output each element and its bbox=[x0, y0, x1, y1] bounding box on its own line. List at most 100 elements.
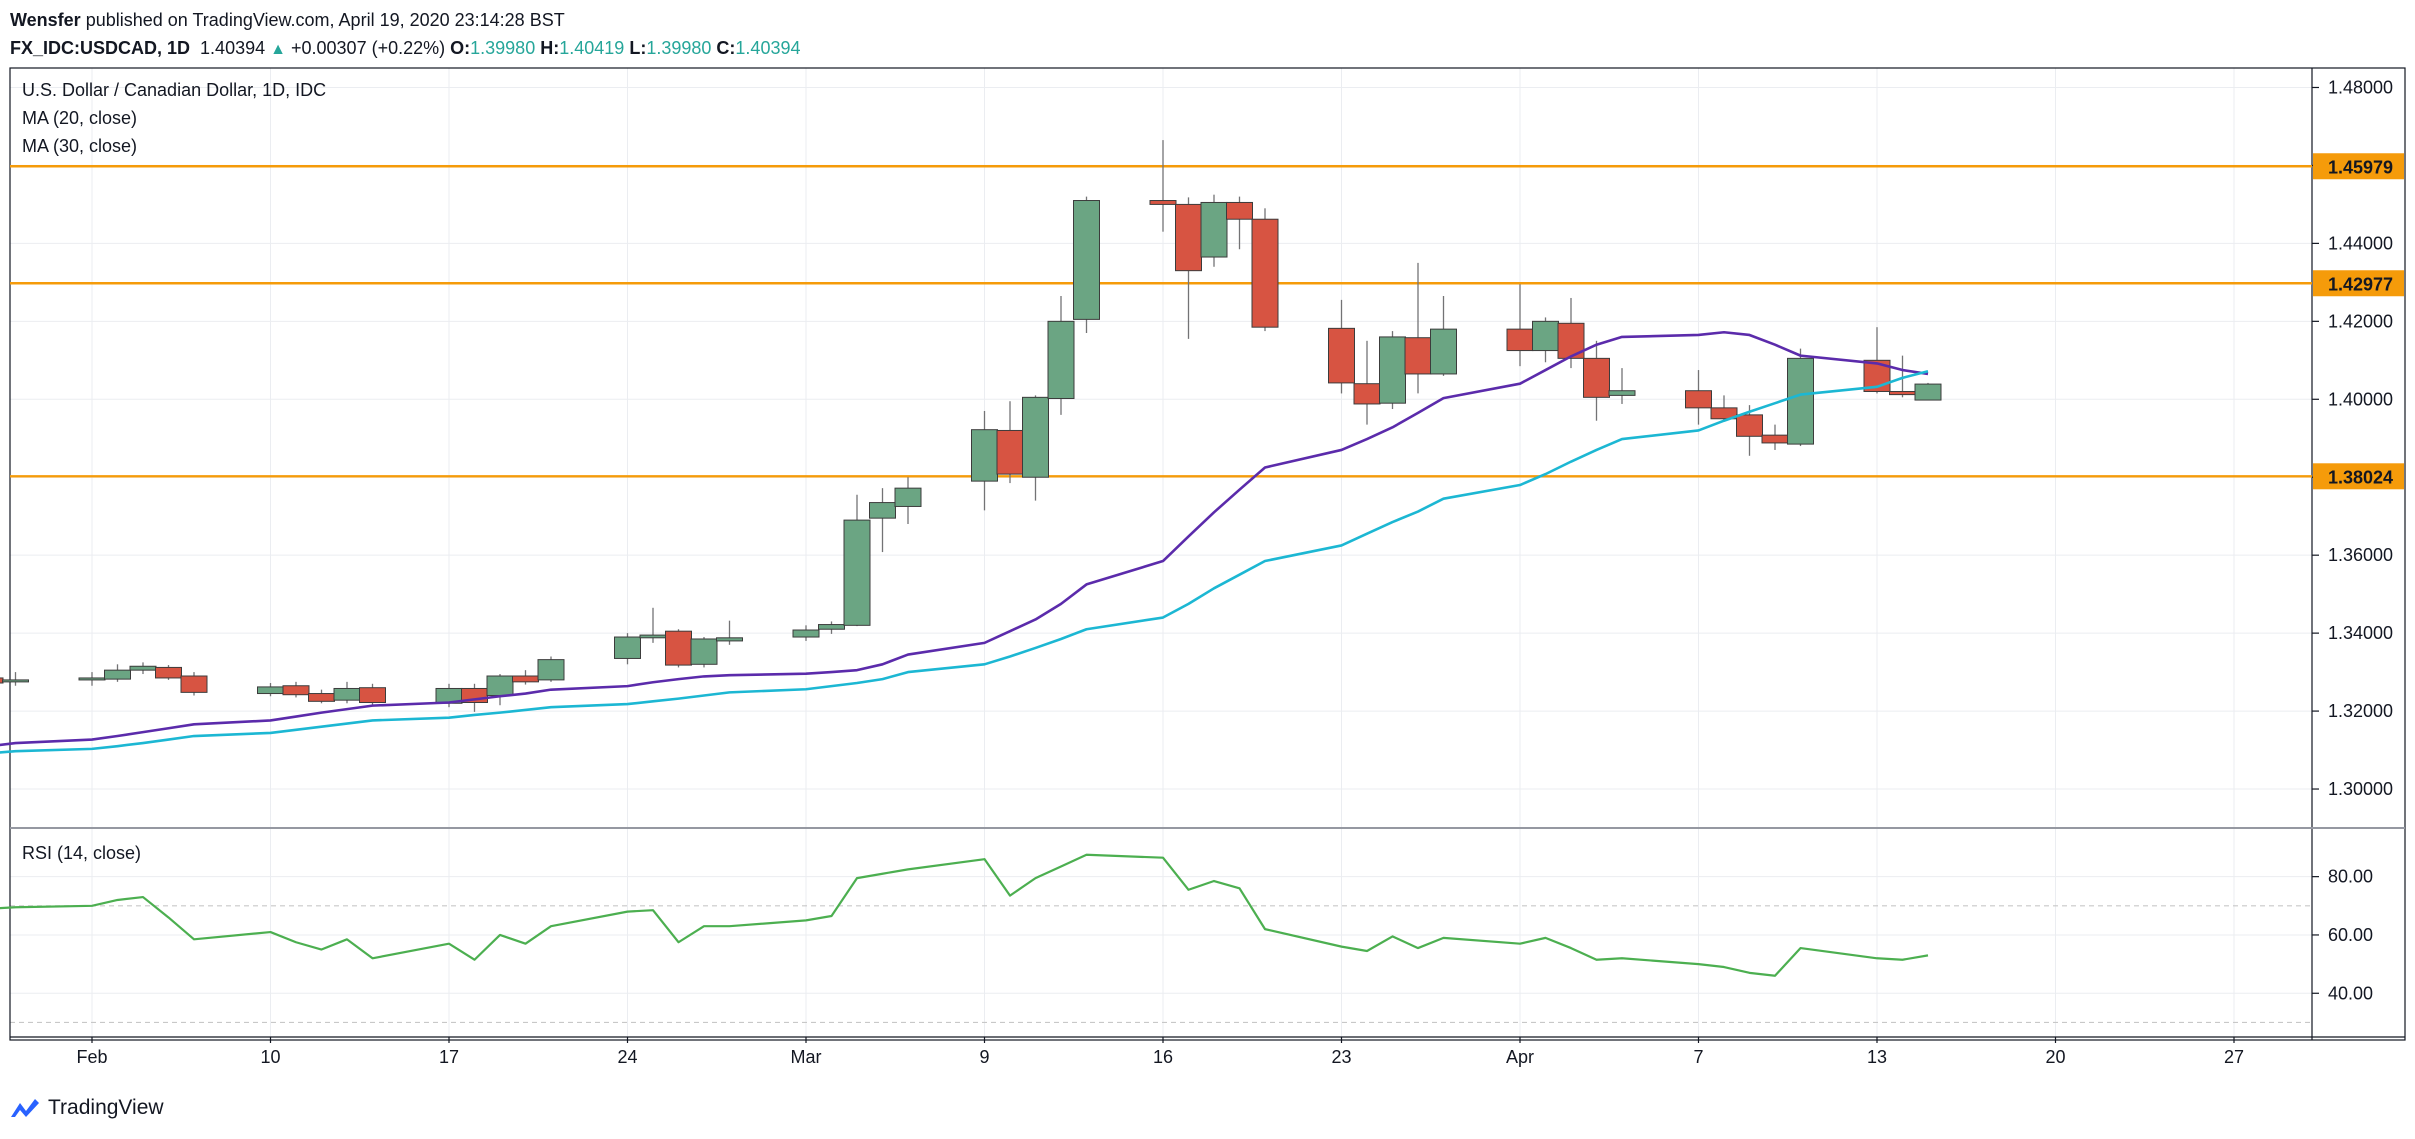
ohlc-line: FX_IDC:USDCAD, 1D 1.40394 ▲ +0.00307 (+0… bbox=[10, 34, 801, 64]
rsi-legend[interactable]: RSI (14, close) bbox=[22, 843, 142, 863]
open-label: O: bbox=[450, 38, 471, 58]
candle-down bbox=[1404, 337, 1432, 375]
time-tick-label: 27 bbox=[2224, 1047, 2244, 1067]
candle-down bbox=[282, 685, 310, 696]
level-price-label: 1.38024 bbox=[2328, 467, 2393, 487]
candle-down bbox=[1175, 203, 1202, 272]
candle-up bbox=[2, 679, 29, 683]
candle-down bbox=[180, 675, 208, 693]
time-tick-label: 10 bbox=[260, 1047, 280, 1067]
candle-down bbox=[1251, 218, 1279, 328]
ma20-legend[interactable]: MA (20, close) bbox=[22, 108, 138, 128]
level-price-tag bbox=[2313, 270, 2404, 297]
time-tick-label: Apr bbox=[1506, 1047, 1534, 1067]
high-value: 1.40419 bbox=[559, 38, 625, 58]
price-tick-label: 1.34000 bbox=[2328, 623, 2393, 643]
candle-up bbox=[104, 669, 131, 680]
candle-up bbox=[843, 519, 871, 626]
time-tick-label: Feb bbox=[76, 1047, 107, 1067]
footer-brand[interactable]: TradingView bbox=[10, 1096, 164, 1120]
candle-down bbox=[155, 666, 182, 679]
candle-down bbox=[1353, 383, 1381, 405]
candle-up bbox=[894, 487, 922, 507]
time-tick-label: 9 bbox=[979, 1047, 989, 1067]
price-tick-label: 1.48000 bbox=[2328, 77, 2393, 97]
candle-up bbox=[869, 502, 896, 519]
close-label: C: bbox=[716, 38, 736, 58]
tradingview-logo-icon bbox=[11, 1099, 39, 1117]
candle-down bbox=[308, 693, 335, 702]
level-price-tag bbox=[2313, 463, 2404, 490]
price-change: +0.00307 (+0.22%) bbox=[291, 38, 446, 58]
close-value: 1.40394 bbox=[735, 38, 801, 58]
candle-down bbox=[996, 429, 1024, 475]
low-label: L: bbox=[629, 38, 647, 58]
price-tick-label: 1.40000 bbox=[2328, 389, 2393, 409]
candle-up bbox=[1379, 336, 1406, 404]
candle-up bbox=[333, 687, 361, 701]
price-tick-label: 1.42000 bbox=[2328, 311, 2393, 331]
chart-header: Wensfer published on TradingView.com, Ap… bbox=[10, 6, 801, 64]
candle-down bbox=[1889, 390, 1916, 396]
candle-up bbox=[792, 629, 820, 638]
rsi-line bbox=[0, 853, 1929, 977]
candle-up bbox=[690, 638, 718, 665]
price-tick-label: 1.36000 bbox=[2328, 545, 2393, 565]
candle-down bbox=[512, 675, 539, 683]
candle-up bbox=[129, 665, 157, 671]
price-tick-label: 1.32000 bbox=[2328, 701, 2393, 721]
candle-up bbox=[1022, 396, 1049, 478]
rsi-tick-label: 40.00 bbox=[2328, 983, 2373, 1003]
candle-down bbox=[1761, 434, 1789, 444]
high-label: H: bbox=[540, 38, 560, 58]
author-name[interactable]: Wensfer bbox=[10, 10, 81, 30]
candle-up bbox=[1430, 328, 1457, 375]
candle-down bbox=[1506, 328, 1534, 352]
time-tick-label: 20 bbox=[2045, 1047, 2065, 1067]
candle-up bbox=[486, 675, 514, 696]
rsi-tick-label: 80.00 bbox=[2328, 867, 2373, 887]
candle-up bbox=[971, 429, 998, 482]
candle-up bbox=[818, 624, 845, 630]
candle-down bbox=[1226, 201, 1253, 220]
candle-up bbox=[639, 634, 667, 639]
footer-brand-label: TradingView bbox=[48, 1096, 164, 1119]
candle-down bbox=[1710, 407, 1738, 420]
candle-up bbox=[1047, 320, 1075, 400]
level-price-label: 1.45979 bbox=[2328, 157, 2393, 177]
candle-down bbox=[1685, 390, 1712, 409]
candle-up bbox=[257, 686, 284, 695]
open-value: 1.39980 bbox=[470, 38, 536, 58]
time-tick-label: Mar bbox=[791, 1047, 822, 1067]
price-tick-label: 1.30000 bbox=[2328, 779, 2393, 799]
time-tick-label: 13 bbox=[1867, 1047, 1887, 1067]
up-arrow-icon: ▲ bbox=[270, 41, 286, 58]
candle-down bbox=[1583, 357, 1610, 398]
price-tick-label: 1.44000 bbox=[2328, 233, 2393, 253]
candle-up bbox=[1073, 200, 1100, 320]
publish-info: published on TradingView.com, April 19, … bbox=[85, 10, 565, 30]
time-tick-label: 16 bbox=[1153, 1047, 1173, 1067]
ma30-line bbox=[0, 369, 1929, 754]
time-tick-label: 24 bbox=[617, 1047, 637, 1067]
level-price-label: 1.42977 bbox=[2328, 274, 2393, 294]
candle-up bbox=[1532, 320, 1559, 352]
candle-down bbox=[665, 630, 692, 666]
low-value: 1.39980 bbox=[646, 38, 712, 58]
level-price-tag bbox=[2313, 153, 2404, 180]
last-price: 1.40394 bbox=[200, 38, 266, 58]
time-tick-label: 17 bbox=[439, 1047, 459, 1067]
rsi-tick-label: 60.00 bbox=[2328, 925, 2373, 945]
candle-up bbox=[614, 636, 641, 659]
candle-down bbox=[1149, 200, 1177, 205]
time-tick-label: 23 bbox=[1331, 1047, 1351, 1067]
chart-frame bbox=[9, 67, 2406, 1041]
time-tick-label: 7 bbox=[1693, 1047, 1703, 1067]
candle-up bbox=[1200, 201, 1228, 258]
ma20-line bbox=[0, 330, 1929, 747]
ma30-legend[interactable]: MA (30, close) bbox=[22, 136, 138, 156]
chart-title: U.S. Dollar / Canadian Dollar, 1D, IDC bbox=[22, 80, 327, 100]
candle-up bbox=[78, 677, 106, 681]
candle-down bbox=[1328, 327, 1355, 384]
